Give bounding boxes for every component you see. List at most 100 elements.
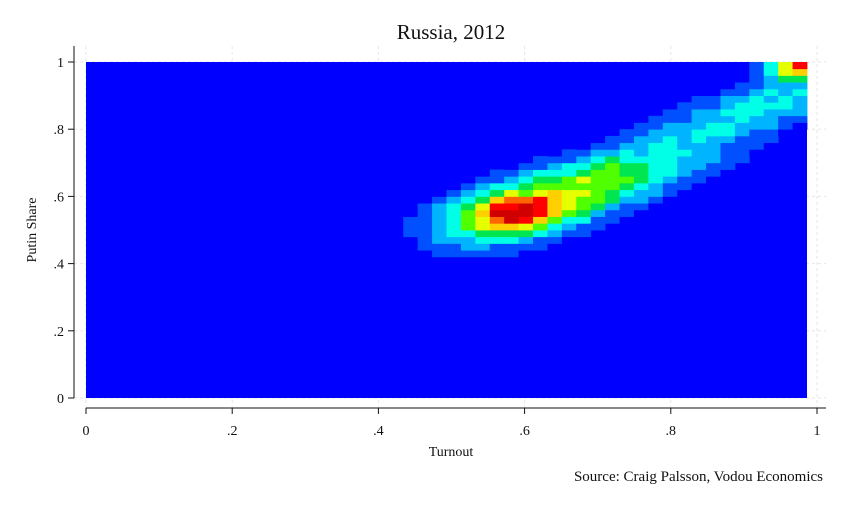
heatmap-cell: [576, 149, 592, 157]
heatmap-cell: [633, 156, 649, 164]
heatmap-cell: [417, 216, 433, 224]
heatmap-cell: [576, 203, 592, 211]
heatmap-cell: [475, 216, 491, 224]
heatmap-cell: [533, 169, 548, 177]
heatmap-cell: [446, 189, 462, 197]
heatmap-cell: [778, 122, 793, 130]
heatmap-cell: [403, 230, 419, 238]
heatmap-cell: [792, 68, 808, 76]
heatmap-cell: [648, 129, 664, 137]
heatmap-cell: [720, 169, 736, 177]
heatmap-cell: [749, 88, 765, 96]
heatmap-cell: [489, 182, 505, 191]
heatmap-cell: [691, 95, 707, 103]
heatmap-cell: [417, 196, 433, 204]
heatmap-cell: [504, 196, 519, 204]
heatmap-cell: [778, 109, 793, 117]
heatmap-cell: [677, 115, 693, 123]
heatmap-cell: [778, 82, 793, 90]
heatmap-cell: [619, 129, 635, 137]
heatmap-cell: [619, 156, 635, 164]
heatmap-cell: [662, 182, 678, 191]
heatmap-cell: [576, 223, 592, 231]
heatmap-cell: [778, 88, 793, 96]
x-axis-ticks: 0 .2 .4 .6 .8 1: [83, 408, 821, 439]
heatmap-cell: [648, 135, 664, 144]
heatmap-cell: [533, 236, 548, 244]
heatmap-cell: [475, 182, 491, 191]
heatmap-cell: [720, 109, 736, 117]
heatmap-cell: [403, 223, 419, 231]
heatmap-cell: [590, 189, 606, 197]
heatmap-cell: [648, 169, 664, 177]
heatmap-cell: [633, 176, 649, 184]
heatmap-cell: [662, 156, 678, 164]
heatmap-cell: [648, 149, 664, 157]
heatmap-cell: [749, 68, 765, 76]
heatmap-cell: [691, 142, 707, 150]
heatmap-cell: [590, 196, 606, 204]
heatmap-cell: [518, 230, 534, 238]
heatmap-cell: [475, 209, 491, 217]
heatmap-cell: [619, 189, 635, 197]
heatmap-cell: [533, 162, 548, 170]
heatmap-cell: [749, 95, 765, 103]
heatmap-cell: [403, 216, 419, 224]
heatmap-cell: [446, 243, 462, 251]
heatmap-cell: [633, 115, 649, 123]
heatmap-cell: [720, 156, 736, 164]
heatmap-cell: [518, 176, 534, 184]
y-tick-label: 1: [57, 56, 64, 71]
heatmap-cell: [489, 196, 505, 204]
heatmap-cell: [619, 203, 635, 211]
heatmap-cell: [605, 176, 620, 184]
x-tick-label: .8: [666, 424, 677, 439]
heatmap-cell: [605, 216, 620, 224]
heatmap-cell: [734, 129, 750, 137]
heatmap-cell: [504, 203, 519, 211]
heatmap-cell: [432, 223, 447, 231]
heatmap-cell: [489, 236, 505, 244]
heatmap-cell: [633, 203, 649, 211]
heatmap-cell: [533, 243, 548, 251]
heatmap-cell: [734, 149, 750, 157]
heatmap-cell: [460, 196, 476, 204]
heatmap-cell: [489, 216, 505, 224]
heatmap-cell: [662, 109, 678, 117]
heatmap-cell: [749, 102, 765, 110]
heatmap-cell: [432, 250, 447, 258]
heatmap-cell: [648, 142, 664, 150]
heatmap-cell: [561, 162, 577, 170]
x-axis-label: Turnout: [429, 445, 474, 460]
heatmap-cell: [504, 243, 519, 251]
heatmap-cell: [489, 223, 505, 231]
heatmap-cell: [648, 115, 664, 123]
heatmap-cell: [648, 122, 664, 130]
heatmap-cell: [432, 196, 447, 204]
heatmap-cell: [489, 189, 505, 197]
heatmap-cell: [734, 75, 750, 83]
heatmap-cell: [460, 209, 476, 217]
heatmap-cell: [605, 156, 620, 164]
heatmap-cell: [734, 88, 750, 96]
heatmap-cell: [403, 236, 419, 244]
heatmap-cell: [432, 216, 447, 224]
heatmap-cell: [605, 209, 620, 217]
heatmap-cell: [778, 129, 793, 137]
heatmap-cell: [561, 209, 577, 217]
heatmap-cell: [460, 203, 476, 211]
heatmap-cell: [720, 162, 736, 170]
heatmap-cell: [720, 88, 736, 96]
heatmap-cell: [734, 102, 750, 110]
heatmap-cell: [763, 142, 779, 150]
heatmap-cell: [792, 88, 808, 96]
heatmap-cell: [720, 115, 736, 123]
heatmap-cell: [763, 109, 779, 117]
heatmap-cell: [446, 223, 462, 231]
heatmap-cell: [504, 209, 519, 217]
heatmap-cell: [763, 95, 779, 103]
heatmap-cell: [706, 176, 721, 184]
heatmap-cell: [619, 142, 635, 150]
heatmap-cell: [561, 176, 577, 184]
heatmap-cell: [749, 129, 765, 137]
